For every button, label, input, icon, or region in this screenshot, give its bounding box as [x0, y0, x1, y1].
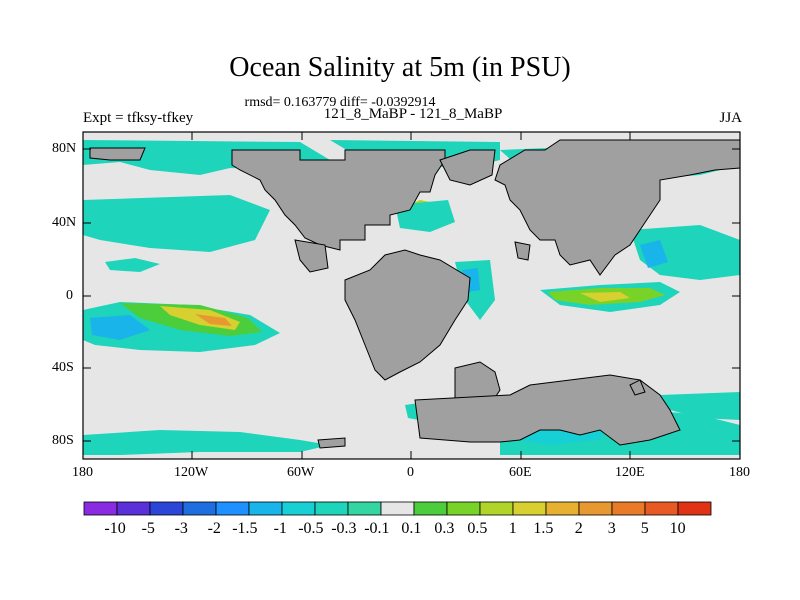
colorbar-box — [512, 501, 547, 516]
colorbar-label: 5 — [640, 520, 649, 537]
experiment-label: Expt = tfksy-tfkey — [83, 110, 194, 126]
colorbar-label: 0.5 — [467, 520, 488, 537]
lat-label-40s: 40S — [52, 360, 74, 375]
colorbar-box — [578, 501, 613, 516]
lon-label-180w: 180 — [72, 465, 93, 480]
colorbar-label: -0.5 — [298, 520, 324, 537]
colorbar-box — [314, 501, 349, 516]
colorbar-label: 1 — [508, 520, 517, 537]
colorbar-box — [248, 501, 283, 516]
colorbar-label: -2 — [207, 520, 221, 537]
field-indian-yellow — [580, 292, 630, 302]
lat-ticks — [83, 148, 740, 442]
field-sind — [660, 392, 740, 420]
lon-label-60e: 60E — [509, 465, 532, 480]
lat-label-40n: 40N — [52, 215, 77, 230]
land-greenland — [439, 149, 496, 186]
field-npac-small — [105, 258, 160, 272]
field-so-west — [83, 430, 330, 455]
colorbar-box — [479, 501, 514, 516]
land-madagascar — [514, 241, 531, 261]
run-label: 121_8_MaBP - 121_8_MaBP — [323, 106, 503, 122]
colorbar-box — [149, 501, 184, 516]
lon-label-180e: 180 — [729, 465, 750, 480]
land-masses — [89, 139, 741, 449]
colorbar-box — [215, 501, 250, 516]
lon-ticks — [82, 132, 741, 459]
land-alaska — [89, 147, 146, 161]
field-ep-blue — [90, 315, 150, 340]
colorbar-label: 0.3 — [434, 520, 455, 537]
colorbar-box — [116, 501, 151, 516]
colorbar-label: -3 — [174, 520, 188, 537]
colorbar-box — [281, 501, 316, 516]
field-npac — [83, 195, 270, 252]
colorbar-label: -10 — [104, 520, 126, 537]
colorbar-label: 2 — [574, 520, 583, 537]
lat-label-0: 0 — [66, 288, 73, 303]
colorbar-box — [83, 501, 118, 516]
land-north-america — [231, 149, 446, 251]
colorbar-label: -0.1 — [364, 520, 390, 537]
colorbar — [83, 501, 712, 516]
season-label: JJA — [719, 110, 742, 126]
colorbar-box — [611, 501, 646, 516]
colorbar-box — [677, 501, 712, 516]
land-small-sa — [317, 437, 346, 449]
land-small-pac — [294, 239, 329, 273]
colorbar-label: 10 — [669, 520, 686, 537]
land-antarctica — [414, 374, 681, 446]
lon-label-60w: 60W — [287, 465, 315, 480]
land-south-america — [344, 249, 471, 381]
colorbar-box — [182, 501, 217, 516]
field-nwpac-blue — [640, 240, 668, 268]
field-nwpac — [630, 225, 740, 280]
colorbar-box — [545, 501, 580, 516]
colorbar-box — [380, 501, 415, 516]
field-ep-orange — [195, 314, 232, 326]
colorbar-label: 0.1 — [401, 520, 422, 537]
colorbar-box — [644, 501, 679, 516]
colorbar-box — [413, 501, 448, 516]
land-australia-small — [629, 379, 646, 396]
colorbar-label: -1 — [273, 520, 287, 537]
rmsd-diff-stats: rmsd= 0.163779 diff= -0.0392914 — [244, 95, 436, 110]
colorbar-label: 3 — [607, 520, 616, 537]
lon-label-120w: 120W — [174, 465, 209, 480]
colorbar-box — [347, 501, 382, 516]
lon-label-120e: 120E — [615, 465, 645, 480]
colorbar-label: 1.5 — [533, 520, 554, 537]
lat-label-80n: 80N — [52, 141, 77, 156]
land-europe-asia — [494, 139, 741, 276]
plot-title: Ocean Salinity at 5m (in PSU) — [229, 52, 571, 83]
lat-label-80s: 80S — [52, 433, 74, 448]
lon-label-0: 0 — [407, 465, 414, 480]
colorbar-label: -0.3 — [331, 520, 357, 537]
colorbar-label: -5 — [141, 520, 155, 537]
colorbar-box — [446, 501, 481, 516]
colorbar-label: -1.5 — [232, 520, 258, 537]
